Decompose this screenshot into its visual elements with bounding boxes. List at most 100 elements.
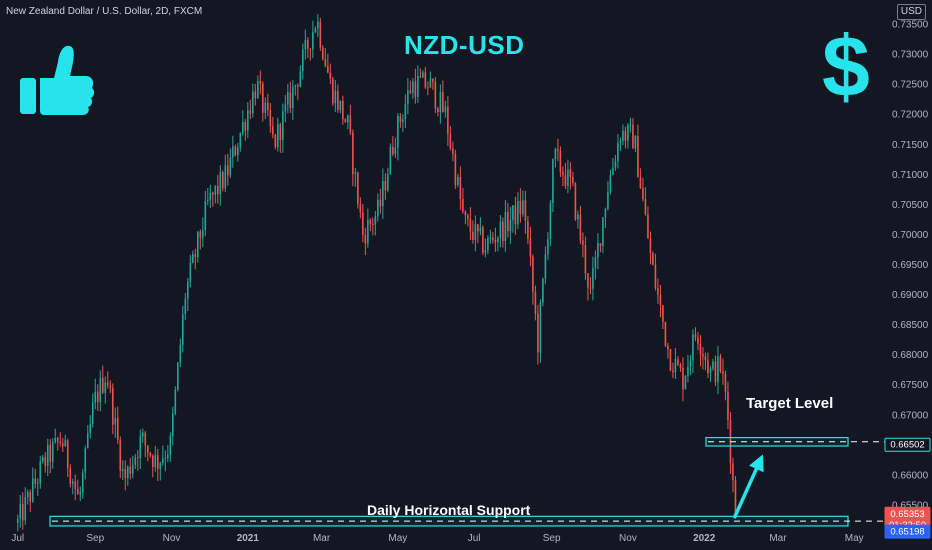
candle-body [404, 104, 407, 120]
candle-body [322, 47, 324, 60]
candle-body [597, 243, 599, 258]
candle-body [139, 436, 142, 459]
candle-body [264, 102, 267, 113]
support-label: Daily Horizontal Support [367, 502, 531, 518]
candle-body [702, 354, 704, 357]
candle-body [444, 106, 447, 112]
candle-body [649, 238, 652, 254]
candle-body [604, 209, 607, 218]
candle-body [76, 488, 79, 495]
candle-body [717, 356, 719, 383]
candle-body [21, 503, 24, 521]
candle-body [662, 305, 664, 322]
candle-body [629, 124, 632, 126]
candle-body [679, 365, 682, 368]
candle-body [289, 92, 292, 109]
candle-body [121, 469, 124, 472]
candle-body [237, 147, 239, 156]
candle-body [294, 85, 297, 87]
candle-body [302, 49, 304, 72]
candle-body [249, 110, 252, 114]
candle-body [519, 200, 522, 215]
candle-body [24, 496, 27, 521]
candle-body [282, 111, 284, 140]
candle-body [442, 92, 444, 112]
candle-body [584, 244, 587, 274]
chart-title: NZD-USD [404, 30, 525, 60]
candle-body [16, 518, 19, 523]
candle-body [734, 480, 737, 514]
candle-body [362, 212, 364, 236]
candle-body [687, 366, 689, 377]
candle-body [452, 148, 454, 154]
candle-body [434, 81, 437, 109]
candle-body [74, 481, 77, 489]
candle-body [447, 106, 449, 134]
y-tick-label: 0.72500 [892, 80, 929, 91]
candle-body [602, 217, 604, 246]
candle-body [637, 136, 639, 178]
candle-body [714, 361, 717, 383]
candle-body [34, 478, 37, 484]
candle-body [129, 466, 132, 474]
candle-body [46, 444, 49, 467]
candle-body [156, 455, 159, 469]
candle-body [592, 267, 594, 289]
candle-body [51, 442, 54, 462]
candle-body [439, 92, 442, 112]
candle-body [192, 254, 194, 263]
candle-body [409, 90, 412, 93]
candle-body [704, 356, 707, 361]
candle-body [569, 169, 572, 177]
candle-body [342, 100, 344, 120]
candle-body [722, 371, 724, 374]
x-tick-label: Nov [619, 533, 637, 544]
icons-group [20, 45, 95, 115]
thumbs-up-icon [20, 45, 95, 115]
x-tick-label: 2021 [237, 533, 260, 544]
candle-body [354, 172, 357, 175]
y-tick-label: 0.69500 [892, 260, 929, 271]
candle-body [352, 132, 354, 175]
candle-body [49, 444, 52, 462]
currency-selector[interactable]: USD [896, 4, 926, 20]
candle-body [329, 72, 332, 79]
x-tick-label: Jul [11, 533, 24, 544]
candle-body [644, 199, 647, 215]
candle-body [189, 262, 192, 283]
candle-body [417, 76, 419, 97]
candle-body [657, 288, 659, 295]
candle-body [257, 80, 259, 99]
candle-body [272, 126, 274, 135]
candle-body [537, 313, 539, 353]
candle-body [554, 149, 557, 160]
candle-body [54, 438, 57, 443]
candle-body [632, 124, 634, 149]
candle-body [202, 229, 204, 238]
candle-body [124, 469, 127, 479]
candle-body [659, 294, 662, 306]
candle-body [332, 78, 334, 104]
candle-body [187, 282, 189, 299]
candle-body [387, 173, 389, 191]
candle-body [707, 360, 709, 373]
candle-body [319, 21, 322, 48]
candle-body [364, 235, 367, 244]
candle-body [94, 391, 97, 403]
candle-body [694, 334, 697, 338]
candle-body [267, 102, 269, 111]
target-price-tag-text: 0.66502 [890, 440, 924, 451]
candle-body [314, 28, 317, 33]
candle-body [399, 115, 402, 123]
candle-body [544, 254, 547, 279]
candle-body [327, 65, 329, 73]
candle-body [529, 238, 532, 257]
target-price-tag: 0.66502 [884, 437, 931, 452]
candle-body [697, 337, 699, 345]
candle-body [669, 348, 672, 371]
candle-body [309, 48, 312, 50]
candle-body [209, 192, 212, 200]
candle-body [141, 432, 144, 437]
candle-body [727, 391, 729, 420]
